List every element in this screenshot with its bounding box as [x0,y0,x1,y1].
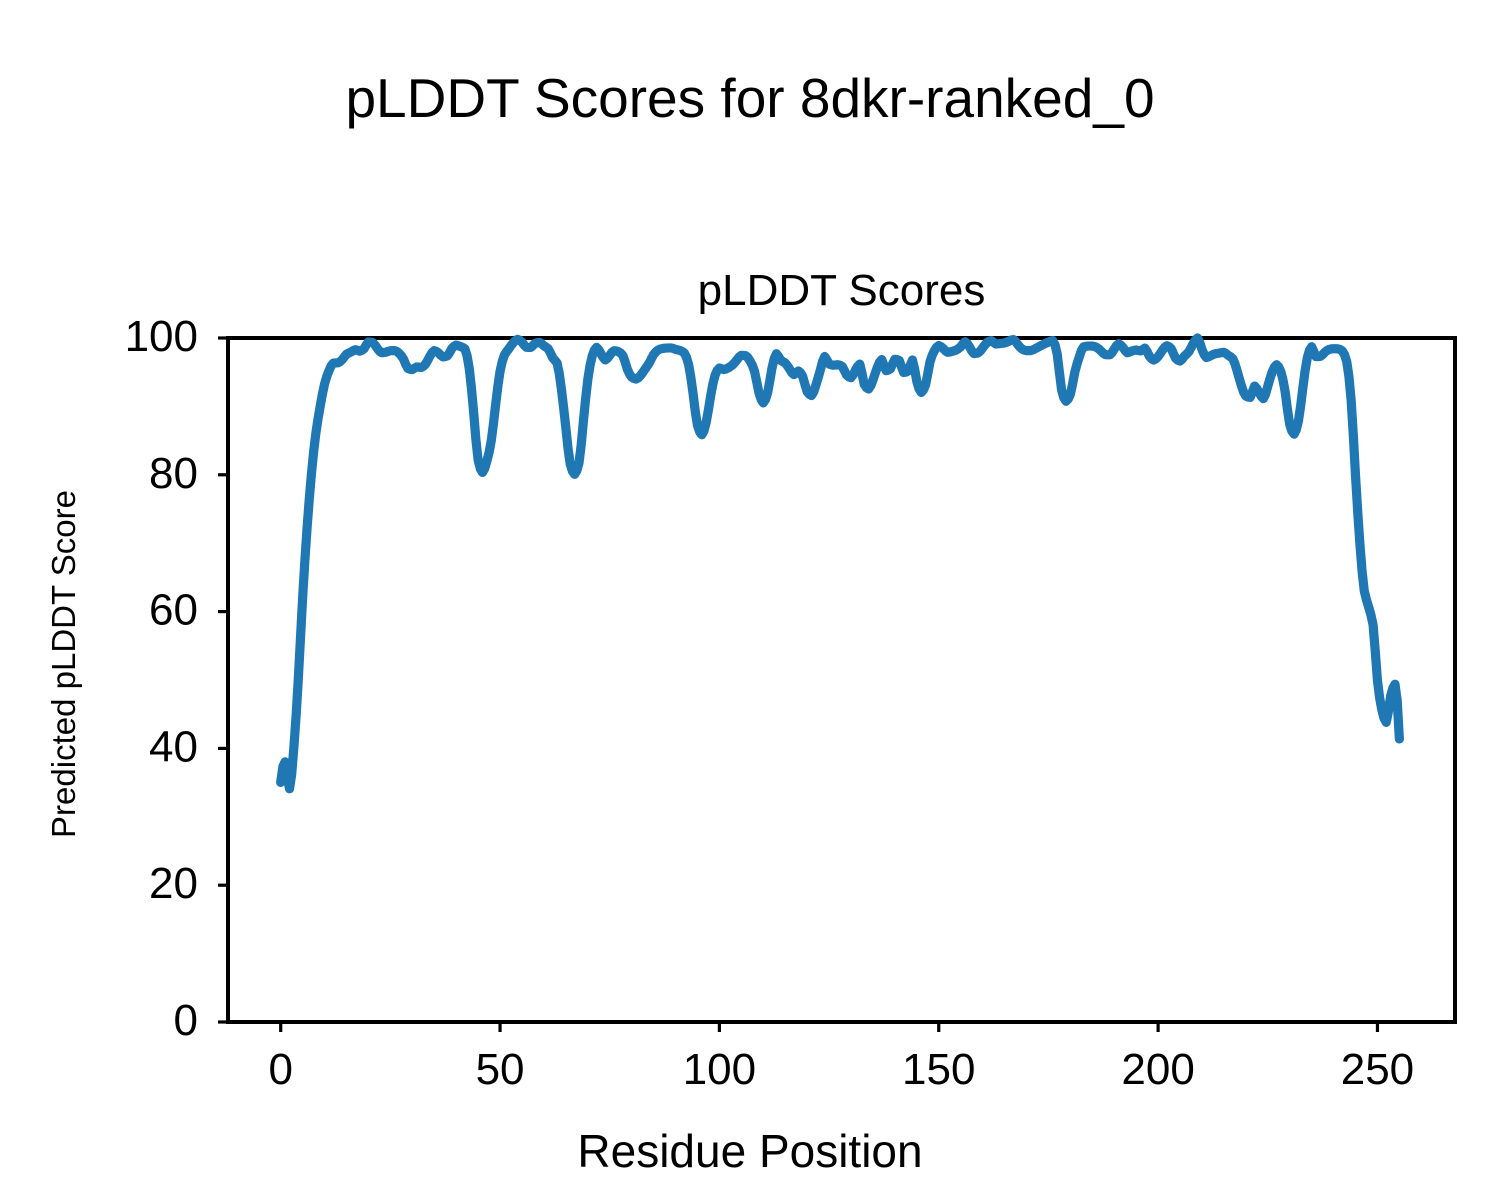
svg-text:200: 200 [1121,1045,1194,1094]
svg-text:20: 20 [149,859,198,908]
svg-text:50: 50 [476,1045,525,1094]
svg-text:100: 100 [125,312,198,361]
svg-text:40: 40 [149,722,198,771]
svg-text:0: 0 [268,1045,292,1094]
svg-text:0: 0 [174,996,198,1045]
svg-text:60: 60 [149,586,198,635]
svg-text:150: 150 [902,1045,975,1094]
svg-text:250: 250 [1341,1045,1414,1094]
svg-text:80: 80 [149,449,198,498]
svg-text:100: 100 [683,1045,756,1094]
